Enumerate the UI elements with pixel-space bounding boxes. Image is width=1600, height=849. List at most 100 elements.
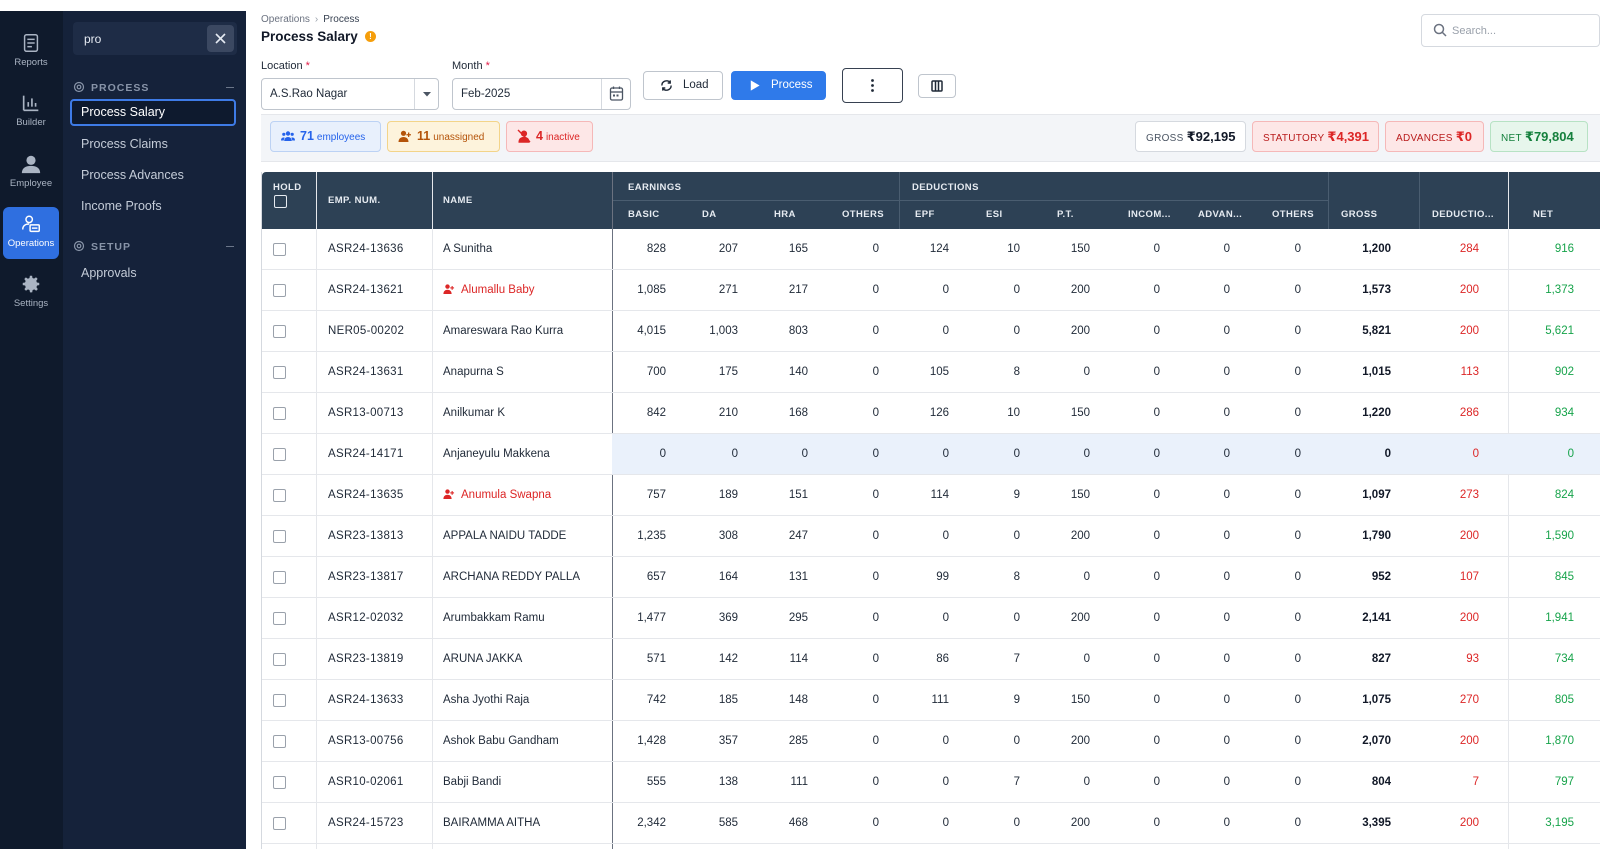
side-item-process-salary[interactable]: Process Salary [70,99,236,126]
inactive-chip[interactable]: 4 inactive [506,121,593,152]
header-name[interactable]: NAME [443,195,473,206]
hold-checkbox[interactable] [273,530,286,543]
hold-checkbox[interactable] [273,284,286,297]
inc-cell: 0 [1153,448,1160,460]
search-input[interactable] [1452,15,1592,46]
hold-checkbox[interactable] [273,776,286,789]
oth-d-cell: 0 [1294,776,1301,788]
location-select[interactable]: A.S.Rao Nagar [261,78,439,110]
name-cell[interactable]: ARUNA JAKKA [443,653,523,665]
hold-checkbox[interactable] [273,612,286,625]
hold-checkbox[interactable] [273,448,286,461]
table-row[interactable]: NER05-00202 Amareswara Rao Kurra 4,015 1,00… [262,311,1600,352]
load-button[interactable]: Load [643,71,723,100]
header-esi[interactable]: ESI [986,209,1003,220]
pt-cell: 0 [1083,448,1090,460]
process-button[interactable]: Process [731,71,826,100]
columns-toggle-button[interactable] [918,74,956,98]
table-row[interactable]: ASR24-13621 Alumallu Baby 1,085 271 217 0 0 0 20… [262,270,1600,311]
rail-item-settings[interactable]: Settings [3,267,59,319]
header-net[interactable]: NET [1533,209,1554,220]
unassigned-chip[interactable]: 11 unassigned [387,121,500,152]
rail-item-employee[interactable]: Employee [3,147,59,199]
header-others-earnings[interactable]: OTHERS [842,209,884,220]
hold-checkbox[interactable] [273,653,286,666]
header-gross[interactable]: GROSS [1341,209,1378,220]
header-epf[interactable]: EPF [915,209,935,220]
rail-item-operations[interactable]: Operations [3,207,59,259]
pt-cell: 150 [1070,407,1090,419]
header-advances[interactable]: ADVAN... [1198,209,1243,220]
side-item-process-advances[interactable]: Process Advances [81,168,184,182]
hold-checkbox[interactable] [273,489,286,502]
clear-search-button[interactable] [207,25,234,52]
collapse-setup-toggle[interactable] [226,246,234,247]
table-row[interactable]: ASR23-13819 ARUNA JAKKA 571 142 114 0 86 7 0 0 0 0 8… [262,639,1600,680]
table-row[interactable]: ASR10-02061 Babji Bandi 555 138 111 0 0 7 0 0 0 0 80… [262,762,1600,803]
name-cell[interactable]: Alumallu Baby [443,270,535,310]
hold-checkbox[interactable] [273,407,286,420]
name-cell[interactable]: Amareswara Rao Kurra [443,325,564,337]
name-cell[interactable]: Anumula Swapna [443,475,551,515]
header-basic[interactable]: BASIC [628,209,660,220]
collapse-process-toggle[interactable] [226,87,234,88]
hold-checkbox[interactable] [273,571,286,584]
rail-label: Operations [7,238,55,249]
header-da[interactable]: DA [702,209,717,220]
table-row[interactable]: ASR24-15723 BAIRAMMA AITHA 2,342 585 468 0 0 0 2… [262,803,1600,844]
rail-item-reports[interactable]: Reports [3,26,59,78]
select-all-checkbox[interactable] [274,195,287,208]
calendar-icon[interactable] [601,79,630,109]
oth-d-cell: 0 [1294,448,1301,460]
name-cell[interactable]: APPALA NAIDU TADDE [443,530,567,542]
breadcrumb-parent[interactable]: Operations [261,14,310,25]
side-item-income-proofs[interactable]: Income Proofs [81,199,162,213]
header-deductions-total[interactable]: DEDUCTIO... [1432,209,1494,220]
name-cell[interactable]: BAIRAMMA AITHA [443,817,541,829]
table-row[interactable]: ASR24-13633 Asha Jyothi Raja 742 185 148 0 111… [262,680,1600,721]
header-hra[interactable]: HRA [774,209,796,220]
table-row[interactable]: ASR24-14171 Anjaneyulu Makkena 0 0 0 0 0 0 0 0 0 0 0… [262,434,1600,475]
table-row[interactable]: ASR13-00756 Ashok Babu Gandham 1,428 357 285… [262,721,1600,762]
rail-item-builder[interactable]: Builder [3,86,59,138]
row-values-area [612,803,1600,843]
name-cell[interactable]: ARCHANA REDDY PALLA [443,571,580,583]
da-cell: 0 [731,448,738,460]
hold-checkbox[interactable] [273,325,286,338]
table-row[interactable]: ASR24-13631 Anapurna S 700 175 140 0 105 8 0 0 0 0 1… [262,352,1600,393]
table-row[interactable]: ASR13-00713 Anilkumar K 842 210 168 0 126 10 150… [262,393,1600,434]
employees-chip[interactable]: 71 employees [270,121,381,152]
month-input[interactable] [453,79,601,109]
hold-checkbox[interactable] [273,366,286,379]
side-item-process-claims[interactable]: Process Claims [81,137,168,151]
name-cell[interactable]: A Sunitha [443,243,493,255]
more-options-button[interactable] [842,68,903,103]
table-row[interactable]: ASR24-13635 Anumula Swapna 757 189 151 0 114 9 1… [262,475,1600,516]
name-cell[interactable]: Asha Jyothi Raja [443,694,530,706]
name-cell[interactable]: Anilkumar K [443,407,505,419]
header-pt[interactable]: P.T. [1057,209,1074,220]
info-icon[interactable]: ! [365,31,376,42]
table-row[interactable]: ASR12-02032 Arumbakkam Ramu 1,477 369 295 0 0 0… [262,598,1600,639]
hold-checkbox[interactable] [273,694,286,707]
name-cell[interactable]: Anapurna S [443,366,504,378]
pt-cell: 0 [1083,653,1090,665]
hold-checkbox[interactable] [273,735,286,748]
hold-checkbox[interactable] [273,817,286,830]
hold-checkbox[interactable] [273,243,286,256]
header-income[interactable]: INCOM... [1128,209,1171,220]
location-value: A.S.Rao Nagar [270,88,348,100]
name-cell[interactable]: Babji Bandi [443,776,502,788]
side-item-approvals[interactable]: Approvals [81,266,137,280]
header-emp-num[interactable]: EMP. NUM. [328,195,381,206]
table-row[interactable]: ASR23-13817 ARCHANA REDDY PALLA 657 164 131 0… [262,557,1600,598]
epf-cell: 0 [942,530,949,542]
header-others-deductions[interactable]: OTHERS [1272,209,1314,220]
side-search-input[interactable] [73,22,203,55]
name-cell[interactable]: Anjaneyulu Makkena [443,448,550,460]
name-cell[interactable]: Ashok Babu Gandham [443,735,559,747]
table-row[interactable]: ASR23-13813 APPALA NAIDU TADDE 1,235 308 247… [262,516,1600,557]
name-cell[interactable]: Arumbakkam Ramu [443,612,545,624]
table-row[interactable]: ASR24-13636 A Sunitha 828 207 165 0 124 10 150 0 0… [262,229,1600,270]
hra-cell: 151 [788,489,808,501]
